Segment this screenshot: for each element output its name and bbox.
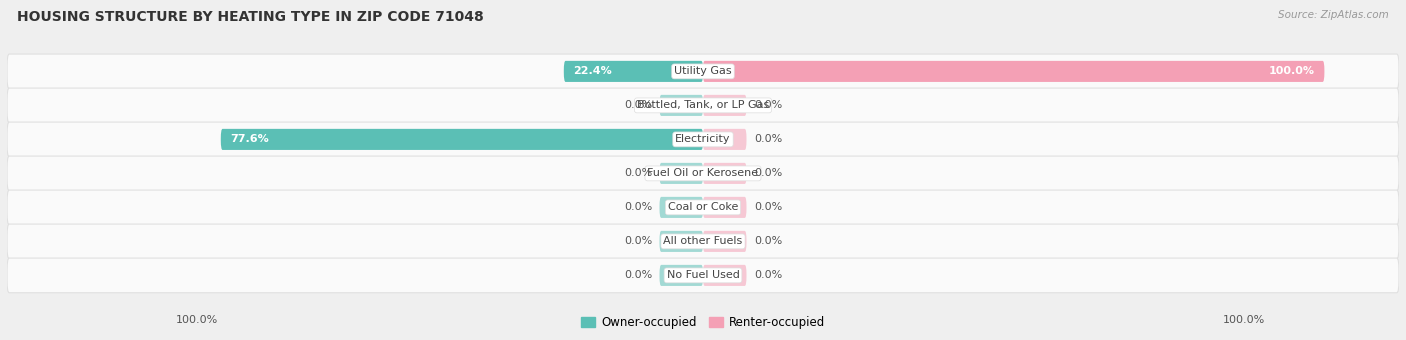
Text: 0.0%: 0.0%: [754, 236, 782, 246]
Text: Bottled, Tank, or LP Gas: Bottled, Tank, or LP Gas: [637, 100, 769, 110]
Text: 0.0%: 0.0%: [624, 270, 652, 280]
FancyBboxPatch shape: [7, 122, 1399, 157]
FancyBboxPatch shape: [659, 231, 703, 252]
FancyBboxPatch shape: [703, 163, 747, 184]
Text: Coal or Coke: Coal or Coke: [668, 202, 738, 212]
FancyBboxPatch shape: [221, 129, 703, 150]
FancyBboxPatch shape: [7, 54, 1399, 89]
FancyBboxPatch shape: [7, 258, 1399, 293]
Text: No Fuel Used: No Fuel Used: [666, 270, 740, 280]
Text: Electricity: Electricity: [675, 134, 731, 144]
FancyBboxPatch shape: [659, 265, 703, 286]
Text: 0.0%: 0.0%: [754, 134, 782, 144]
Text: 22.4%: 22.4%: [574, 66, 612, 76]
Legend: Owner-occupied, Renter-occupied: Owner-occupied, Renter-occupied: [576, 312, 830, 334]
Text: 0.0%: 0.0%: [624, 236, 652, 246]
Text: 100.0%: 100.0%: [1270, 66, 1315, 76]
Text: 77.6%: 77.6%: [231, 134, 269, 144]
FancyBboxPatch shape: [703, 197, 747, 218]
FancyBboxPatch shape: [7, 224, 1399, 259]
FancyBboxPatch shape: [564, 61, 703, 82]
FancyBboxPatch shape: [659, 163, 703, 184]
FancyBboxPatch shape: [703, 231, 747, 252]
FancyBboxPatch shape: [703, 61, 1324, 82]
FancyBboxPatch shape: [703, 95, 747, 116]
Text: 0.0%: 0.0%: [754, 168, 782, 179]
FancyBboxPatch shape: [703, 265, 747, 286]
Text: 0.0%: 0.0%: [624, 202, 652, 212]
Text: Fuel Oil or Kerosene: Fuel Oil or Kerosene: [647, 168, 759, 179]
FancyBboxPatch shape: [7, 88, 1399, 123]
Text: Utility Gas: Utility Gas: [675, 66, 731, 76]
Text: 100.0%: 100.0%: [176, 315, 218, 325]
Text: 0.0%: 0.0%: [624, 168, 652, 179]
Text: 0.0%: 0.0%: [754, 270, 782, 280]
Text: All other Fuels: All other Fuels: [664, 236, 742, 246]
Text: 0.0%: 0.0%: [754, 100, 782, 110]
Text: 100.0%: 100.0%: [1223, 315, 1265, 325]
Text: HOUSING STRUCTURE BY HEATING TYPE IN ZIP CODE 71048: HOUSING STRUCTURE BY HEATING TYPE IN ZIP…: [17, 10, 484, 24]
FancyBboxPatch shape: [659, 95, 703, 116]
FancyBboxPatch shape: [7, 156, 1399, 191]
FancyBboxPatch shape: [659, 197, 703, 218]
Text: Source: ZipAtlas.com: Source: ZipAtlas.com: [1278, 10, 1389, 20]
Text: 0.0%: 0.0%: [754, 202, 782, 212]
FancyBboxPatch shape: [703, 129, 747, 150]
Text: 0.0%: 0.0%: [624, 100, 652, 110]
FancyBboxPatch shape: [7, 190, 1399, 225]
